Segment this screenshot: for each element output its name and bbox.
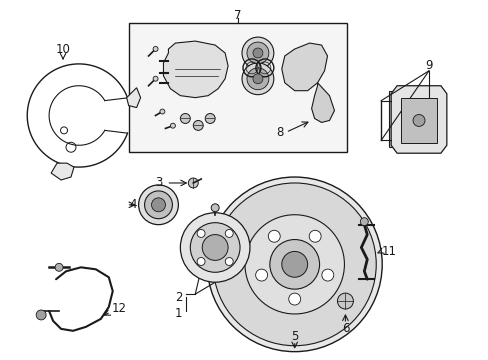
Text: 10: 10	[56, 42, 70, 55]
Text: 1: 1	[174, 307, 182, 320]
Circle shape	[242, 63, 273, 95]
Circle shape	[211, 204, 219, 212]
Text: 7: 7	[234, 9, 241, 22]
Circle shape	[151, 198, 165, 212]
Circle shape	[246, 42, 268, 64]
Text: 3: 3	[155, 176, 162, 189]
Circle shape	[242, 37, 273, 69]
Circle shape	[66, 142, 76, 152]
Polygon shape	[311, 83, 334, 122]
Circle shape	[207, 177, 382, 352]
Circle shape	[170, 123, 175, 128]
Polygon shape	[281, 43, 327, 91]
Circle shape	[144, 191, 172, 219]
Circle shape	[321, 269, 333, 281]
Circle shape	[268, 230, 280, 242]
Circle shape	[160, 109, 164, 114]
Circle shape	[153, 46, 158, 51]
Circle shape	[360, 218, 367, 226]
Circle shape	[246, 68, 268, 90]
Circle shape	[269, 239, 319, 289]
Circle shape	[190, 223, 240, 272]
Circle shape	[225, 229, 233, 237]
Text: 6: 6	[341, 322, 348, 336]
FancyBboxPatch shape	[128, 23, 346, 152]
Circle shape	[180, 113, 190, 123]
Circle shape	[308, 230, 321, 242]
Circle shape	[288, 293, 300, 305]
Circle shape	[213, 183, 375, 346]
Polygon shape	[126, 88, 141, 108]
Text: 2: 2	[174, 291, 182, 303]
Circle shape	[337, 293, 353, 309]
Text: 8: 8	[276, 126, 283, 139]
Circle shape	[153, 76, 158, 81]
Circle shape	[412, 114, 424, 126]
Circle shape	[61, 127, 67, 134]
Text: 9: 9	[425, 59, 432, 72]
Circle shape	[138, 185, 178, 225]
Polygon shape	[51, 163, 74, 180]
Polygon shape	[163, 41, 227, 98]
Circle shape	[193, 121, 203, 130]
Circle shape	[188, 178, 198, 188]
Circle shape	[205, 113, 215, 123]
Circle shape	[202, 235, 227, 260]
Circle shape	[281, 251, 307, 277]
Text: 5: 5	[290, 330, 298, 343]
Polygon shape	[388, 91, 396, 147]
Circle shape	[55, 264, 63, 271]
Circle shape	[255, 269, 267, 281]
Circle shape	[36, 310, 46, 320]
Circle shape	[244, 215, 344, 314]
Circle shape	[197, 257, 204, 265]
Circle shape	[252, 74, 263, 84]
Text: 12: 12	[111, 302, 126, 315]
Polygon shape	[400, 98, 436, 143]
Circle shape	[180, 213, 249, 282]
Circle shape	[252, 48, 263, 58]
Circle shape	[225, 257, 233, 265]
Text: 11: 11	[381, 245, 396, 258]
Text: 4: 4	[129, 198, 136, 211]
Circle shape	[197, 229, 204, 237]
Polygon shape	[390, 86, 446, 153]
